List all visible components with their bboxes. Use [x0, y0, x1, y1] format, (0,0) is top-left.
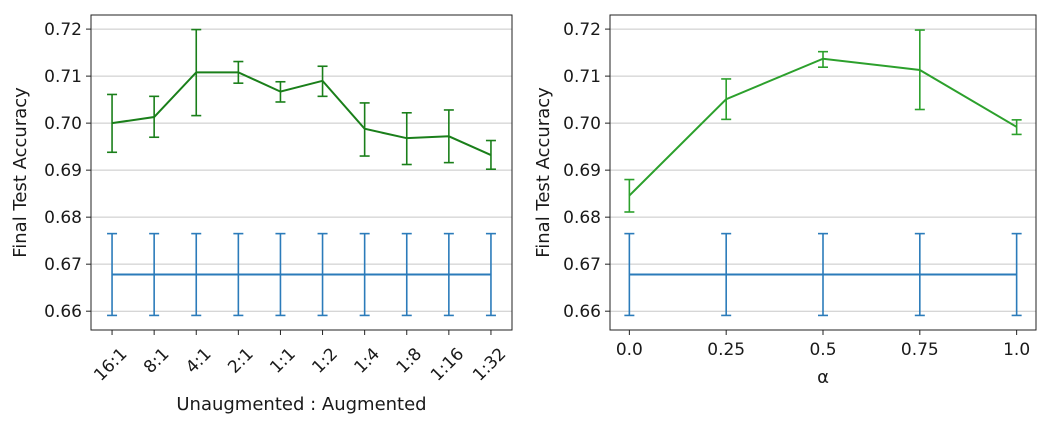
y-tick-label: 0.68: [563, 208, 601, 228]
x-tick-label: 2:1: [224, 344, 257, 377]
y-tick-label: 0.70: [563, 114, 601, 134]
x-tick-label: 1:8: [393, 344, 426, 377]
x-tick-label: 16:1: [90, 344, 131, 385]
x-tick-label: 1:2: [308, 344, 341, 377]
error-bar: [818, 50, 828, 68]
x-tick-label: 1:4: [351, 344, 384, 377]
x-tick-label: 8:1: [140, 344, 173, 377]
error-bar: [485, 139, 496, 171]
y-tick-label: 0.71: [44, 67, 82, 87]
y-axis-label: Final Test Accuracy: [533, 87, 554, 258]
y-tick-label: 0.66: [563, 302, 601, 322]
x-tick-label: 1:1: [266, 344, 299, 377]
x-axis-label: α: [817, 367, 829, 388]
left-chart-panel: 0.66 0.67 0.68 0.69 0.70 0.71 0.72 16:1 8:1 4:1 2:…: [10, 14, 513, 415]
x-tick-label: 0.5: [809, 340, 836, 360]
x-tick-label: 4:1: [182, 344, 215, 377]
y-tick-label: 0.69: [44, 161, 82, 181]
y-tick-label: 0.68: [44, 208, 82, 228]
y-tick-label: 0.67: [44, 255, 82, 275]
series-1: [624, 232, 1022, 317]
error-bar: [359, 102, 370, 157]
error-bar: [624, 178, 635, 213]
right-chart-panel: 0.66 0.67 0.68 0.69 0.70 0.71 0.72 0.0 0.25 0.5 0.…: [533, 14, 1037, 388]
error-bar: [275, 80, 286, 103]
error-bar: [914, 29, 925, 111]
y-tick-label: 0.72: [44, 20, 82, 40]
x-tick-label: 1:32: [469, 344, 510, 385]
x-tick-label: 1:16: [427, 344, 468, 385]
x-axis-label: Unaugmented : Augmented: [176, 394, 426, 415]
series-line: [628, 57, 1018, 197]
error-bar: [149, 95, 160, 139]
y-tick-label: 0.71: [563, 67, 601, 87]
x-tick-label: 0.75: [901, 340, 939, 360]
y-tick-label: 0.72: [563, 20, 601, 40]
y-tick-label: 0.70: [44, 114, 82, 134]
error-bar: [401, 111, 412, 166]
y-axis-label: Final Test Accuracy: [10, 87, 31, 258]
series-0: [107, 28, 496, 171]
y-tick-label: 0.66: [44, 302, 82, 322]
plot-frame: [90, 14, 513, 331]
y-tick-label: 0.69: [563, 161, 601, 181]
error-bar: [1011, 119, 1022, 136]
series-1: [107, 232, 496, 317]
error-bar: [107, 93, 118, 154]
error-bar: [317, 65, 328, 98]
y-tick-label: 0.67: [563, 255, 601, 275]
series-line: [111, 71, 492, 157]
x-tick-label: 1.0: [1003, 340, 1030, 360]
x-tick-label: 0.25: [707, 340, 745, 360]
x-tick-label: 0.0: [616, 340, 643, 360]
series-0: [624, 29, 1022, 213]
error-bar: [191, 28, 202, 117]
